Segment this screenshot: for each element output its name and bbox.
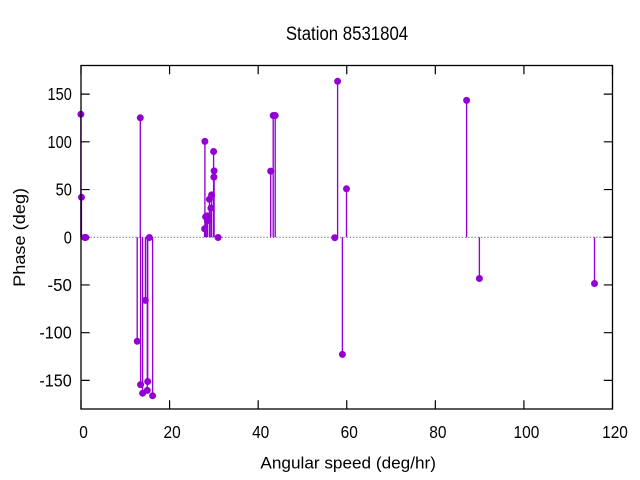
- svg-text:100: 100: [48, 132, 73, 152]
- svg-text:50: 50: [56, 180, 72, 200]
- svg-text:Station 8531804: Station 8531804: [286, 24, 409, 45]
- svg-text:-50: -50: [48, 275, 73, 295]
- svg-text:40: 40: [252, 422, 269, 442]
- svg-text:Phase (deg): Phase (deg): [10, 188, 29, 287]
- svg-text:-100: -100: [39, 323, 72, 343]
- svg-text:120: 120: [602, 422, 628, 442]
- svg-text:150: 150: [48, 84, 73, 104]
- svg-text:20: 20: [163, 422, 180, 442]
- svg-text:0: 0: [79, 422, 88, 442]
- svg-text:0: 0: [64, 227, 72, 247]
- svg-text:100: 100: [514, 422, 540, 442]
- svg-text:60: 60: [341, 422, 358, 442]
- svg-text:80: 80: [429, 422, 446, 442]
- svg-text:Angular speed (deg/hr): Angular speed (deg/hr): [260, 454, 436, 473]
- svg-text:-150: -150: [39, 370, 72, 390]
